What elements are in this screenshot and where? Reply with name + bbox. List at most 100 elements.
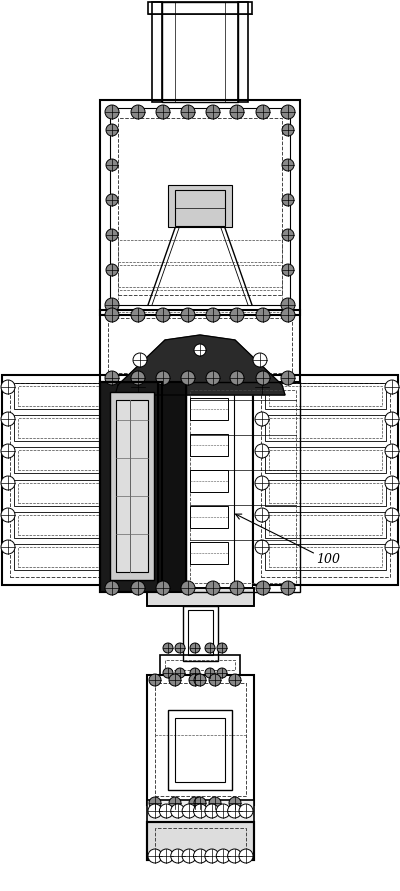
Bar: [190, 506, 228, 528]
Circle shape: [182, 849, 196, 863]
Circle shape: [175, 643, 185, 653]
Bar: [147, 800, 254, 822]
Bar: [168, 710, 232, 790]
Circle shape: [230, 581, 244, 595]
Circle shape: [105, 298, 119, 312]
Circle shape: [282, 159, 294, 171]
Circle shape: [169, 674, 181, 686]
Circle shape: [209, 797, 221, 809]
Circle shape: [156, 581, 170, 595]
Bar: [14, 544, 135, 570]
Circle shape: [1, 540, 15, 554]
Circle shape: [175, 668, 185, 678]
Circle shape: [1, 476, 15, 490]
Circle shape: [228, 804, 242, 818]
Bar: [147, 675, 254, 805]
Bar: [265, 383, 386, 409]
Bar: [261, 383, 390, 577]
Circle shape: [181, 105, 195, 119]
Circle shape: [131, 380, 145, 394]
Bar: [147, 822, 254, 860]
Bar: [14, 447, 135, 473]
Circle shape: [216, 849, 230, 863]
Bar: [147, 822, 254, 860]
Bar: [118, 290, 282, 312]
Circle shape: [163, 668, 173, 678]
Circle shape: [1, 444, 15, 458]
Circle shape: [190, 668, 200, 678]
Circle shape: [229, 797, 241, 809]
Bar: [265, 512, 386, 538]
Bar: [10, 383, 139, 577]
Bar: [148, 2, 252, 14]
Circle shape: [181, 308, 195, 322]
Circle shape: [205, 804, 219, 818]
Bar: [100, 382, 162, 592]
Polygon shape: [115, 335, 285, 395]
Circle shape: [194, 674, 206, 686]
Bar: [116, 400, 148, 572]
Circle shape: [230, 308, 244, 322]
Circle shape: [1, 380, 15, 394]
Circle shape: [194, 344, 206, 356]
Circle shape: [105, 371, 119, 385]
Circle shape: [282, 124, 294, 136]
Circle shape: [282, 229, 294, 241]
Bar: [175, 190, 225, 226]
Circle shape: [105, 105, 119, 119]
Circle shape: [206, 105, 220, 119]
Circle shape: [255, 412, 269, 426]
Bar: [147, 588, 254, 606]
Circle shape: [106, 229, 118, 241]
Bar: [152, 2, 162, 102]
Circle shape: [156, 105, 170, 119]
Circle shape: [229, 674, 241, 686]
Bar: [100, 310, 300, 382]
Circle shape: [131, 508, 145, 522]
Circle shape: [159, 804, 173, 818]
Bar: [265, 480, 386, 506]
Bar: [265, 447, 386, 473]
Circle shape: [230, 371, 244, 385]
Bar: [265, 544, 386, 570]
Bar: [269, 515, 382, 535]
Bar: [14, 512, 135, 538]
Circle shape: [105, 581, 119, 595]
Bar: [110, 108, 290, 305]
Bar: [14, 480, 135, 506]
Bar: [118, 118, 282, 295]
Bar: [18, 547, 131, 567]
Bar: [186, 382, 300, 592]
Bar: [18, 450, 131, 470]
Circle shape: [159, 849, 173, 863]
Circle shape: [182, 804, 196, 818]
Circle shape: [171, 804, 185, 818]
Bar: [190, 398, 228, 420]
Circle shape: [282, 264, 294, 276]
Circle shape: [256, 581, 270, 595]
Circle shape: [133, 353, 147, 367]
Circle shape: [148, 849, 162, 863]
Circle shape: [281, 308, 295, 322]
Circle shape: [131, 412, 145, 426]
Circle shape: [281, 581, 295, 595]
Circle shape: [217, 643, 227, 653]
Circle shape: [385, 412, 399, 426]
Bar: [155, 828, 246, 853]
Circle shape: [255, 380, 269, 394]
Circle shape: [206, 371, 220, 385]
Bar: [155, 683, 246, 796]
Bar: [269, 386, 382, 406]
Circle shape: [194, 849, 208, 863]
Circle shape: [255, 444, 269, 458]
Circle shape: [230, 105, 244, 119]
Circle shape: [217, 668, 227, 678]
Circle shape: [239, 849, 253, 863]
Circle shape: [385, 540, 399, 554]
Bar: [168, 185, 232, 227]
Circle shape: [106, 264, 118, 276]
Bar: [190, 542, 228, 564]
Text: 100: 100: [316, 553, 340, 566]
Bar: [253, 375, 398, 585]
Bar: [175, 718, 225, 782]
